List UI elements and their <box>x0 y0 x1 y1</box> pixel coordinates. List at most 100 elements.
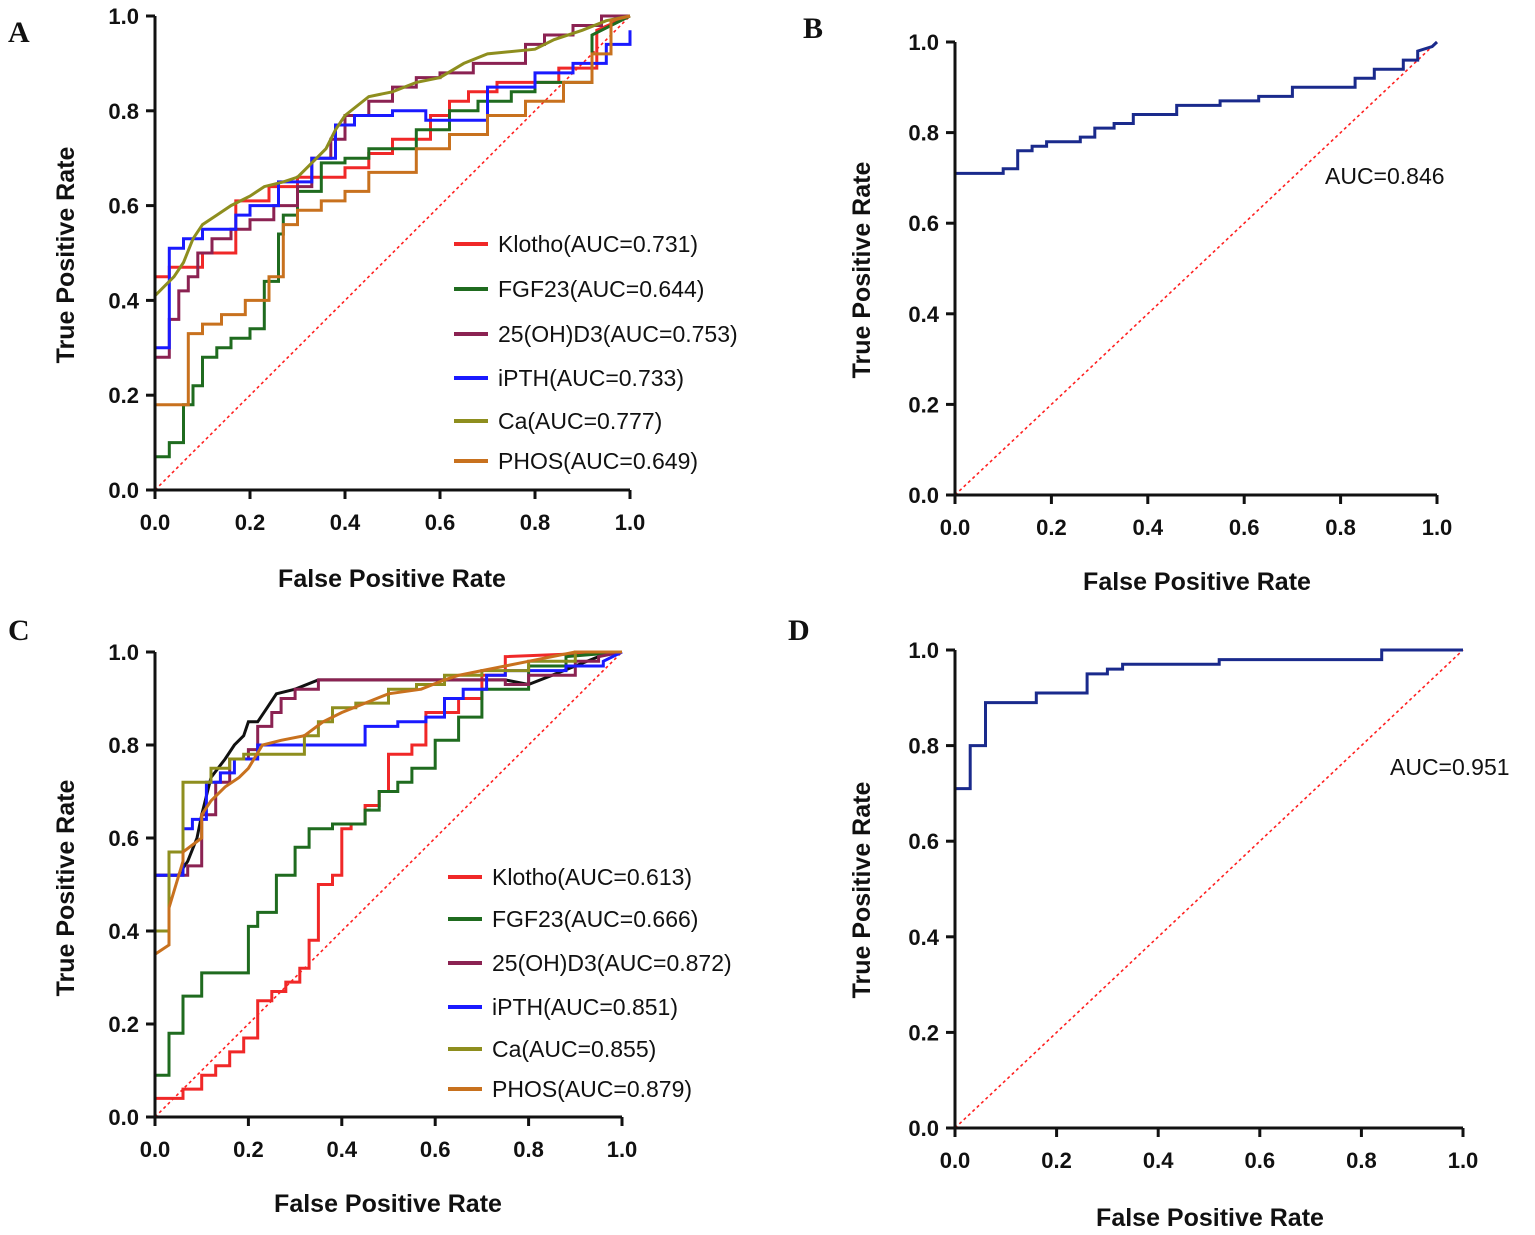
panel-a-x-tick-label: 0.4 <box>330 510 361 535</box>
panel-c-x-tick-label: 0.4 <box>327 1137 358 1162</box>
panel-c-legend-ca: Ca(AUC=0.855) <box>492 1036 656 1062</box>
panel-b-y-tick-label: 0.8 <box>908 121 939 146</box>
panel-a-y-tick-label: 0.4 <box>108 288 139 313</box>
panel-a-x-axis-title: False Positive Rate <box>278 565 506 593</box>
panel-c-series-fgf23 <box>153 650 623 1117</box>
panel-b-letter: B <box>803 12 823 45</box>
panel-c-legend: Klotho(AUC=0.613) FGF23(AUC=0.666) 25(OH… <box>448 864 732 1102</box>
panel-c-y-tick-label: 0.8 <box>108 733 139 758</box>
panel-a-series-phos <box>153 14 631 490</box>
panel-c-legend-25ohd3: 25(OH)D3(AUC=0.872) <box>492 950 732 976</box>
panel-c-x-tick-label: 0.6 <box>420 1137 451 1162</box>
panel-b-x-tick-label: 0.8 <box>1325 515 1356 540</box>
panel-a-series-fgf23 <box>153 14 631 490</box>
panel-d-x-tick-label: 0.6 <box>1245 1148 1276 1173</box>
panel-a-x-tick-label: 0.8 <box>520 510 551 535</box>
panel-a-plot: 0.00.0 0.2 0.2 0.4 0.4 0.6 0.6 0.8 0.8 1.0 1.0 <box>108 4 645 535</box>
panel-b-plot: 0.00.0 0.2 0.2 0.4 0.4 0.6 0.6 0.8 0.8 1.0 1.0 <box>908 30 1452 540</box>
panel-a-legend: Klotho(AUC=0.731) FGF23(AUC=0.644) 25(OH… <box>454 231 738 474</box>
panel-a-y-tick-label: 0.2 <box>108 383 139 408</box>
panel-a-legend-25ohd3: 25(OH)D3(AUC=0.753) <box>498 321 738 347</box>
panel-a-y-tick-label: 0.0 <box>108 478 139 503</box>
panel-b-auc-annotation: AUC=0.846 <box>1325 163 1445 189</box>
panel-d-letter: D <box>788 614 810 647</box>
panel-b-x-tick-label: 1.0 <box>1422 515 1453 540</box>
panel-c-series-ca <box>153 650 622 1117</box>
panel-d-y-tick-label: 1.0 <box>908 638 939 663</box>
panel-d-auc-annotation: AUC=0.951 <box>1390 754 1510 780</box>
panel-d-y-tick-label: 0.2 <box>908 1020 939 1045</box>
panel-b-x-tick-label: 0.0 <box>940 515 971 540</box>
panel-c-series-klotho <box>153 650 623 1117</box>
panel-b-y-tick-label: 0.4 <box>908 302 939 327</box>
panel-c-legend-fgf23: FGF23(AUC=0.666) <box>492 906 698 932</box>
panel-c-plot: 0.00.0 0.2 0.2 0.4 0.4 0.6 0.6 0.8 0.8 1.0 1.0 <box>108 640 637 1162</box>
panel-d-x-tick-label: 0.8 <box>1346 1148 1377 1173</box>
panel-d-y-tick-label: 0.0 <box>908 1116 939 1141</box>
panel-b-reference-diagonal <box>954 41 1438 496</box>
panel-c-x-tick-label: 0.0 <box>140 1137 171 1162</box>
panel-c-reference-diagonal <box>154 651 623 1118</box>
panel-d-series-roc <box>953 648 1463 1128</box>
panel-d-y-axis-title: True Positive Rate <box>848 782 876 999</box>
panel-c-y-tick-label: 0.2 <box>108 1012 139 1037</box>
panel-b-x-tick-label: 0.4 <box>1133 515 1164 540</box>
panel-b-y-tick-label: 0.2 <box>908 392 939 417</box>
panel-d-y-tick-label: 0.6 <box>908 829 939 854</box>
panel-c-series-ipth <box>153 650 623 1117</box>
panel-c-series-25 <box>153 650 623 1117</box>
panel-c-y-tick-label: 0.6 <box>108 826 139 851</box>
panel-a-legend-fgf23: FGF23(AUC=0.644) <box>498 276 704 302</box>
panel-c-legend-ipth: iPTH(AUC=0.851) <box>492 994 678 1020</box>
panel-a-letter: A <box>8 16 30 49</box>
panel-d-x-tick-label: 1.0 <box>1448 1148 1479 1173</box>
panel-c-x-tick-label: 0.8 <box>513 1137 544 1162</box>
panel-a-x-tick-label: 0.6 <box>425 510 456 535</box>
panel-a-series-ipth <box>153 30 632 490</box>
panel-d-plot: 0.00.0 0.2 0.2 0.4 0.4 0.6 0.6 0.8 0.8 1.0 1.0 <box>908 638 1478 1173</box>
panel-d-reference-diagonal <box>954 649 1464 1129</box>
panel-a-series-ca <box>153 14 631 490</box>
panel-c-y-tick-label: 1.0 <box>108 640 139 665</box>
panel-b: B 0.00.0 0.2 0.2 0.4 0.4 0.6 0.6 0.8 0.8 1.0 1.0 F… <box>803 12 1452 596</box>
panel-a-reference-diagonal <box>154 15 631 491</box>
panel-b-y-tick-label: 0.6 <box>908 211 939 236</box>
panel-a-legend-klotho: Klotho(AUC=0.731) <box>498 231 698 257</box>
panel-d: D 0.00.0 0.2 0.2 0.4 0.4 0.6 0.6 0.8 0.8 1.0 1.0 F… <box>788 614 1510 1232</box>
panel-b-x-tick-label: 0.6 <box>1229 515 1260 540</box>
panel-a-y-axis-title: True Positive Rate <box>52 147 80 364</box>
panel-b-y-axis-title: True Positive Rate <box>848 162 876 379</box>
panel-b-x-axis-title: False Positive Rate <box>1083 568 1311 596</box>
panel-a-legend-ca: Ca(AUC=0.777) <box>498 408 662 434</box>
panel-b-y-tick-label: 1.0 <box>908 30 939 55</box>
panel-c-series-phos <box>154 650 622 956</box>
panel-d-x-axis-title: False Positive Rate <box>1096 1204 1324 1232</box>
panel-b-x-tick-label: 0.2 <box>1036 515 1067 540</box>
panel-a-legend-ipth: iPTH(AUC=0.733) <box>498 365 684 391</box>
panel-c-legend-klotho: Klotho(AUC=0.613) <box>492 864 692 890</box>
panel-a-y-tick-label: 0.6 <box>108 194 139 219</box>
panel-a-y-tick-label: 0.8 <box>108 99 139 124</box>
panel-a-x-tick-label: 1.0 <box>615 510 646 535</box>
panel-c: C 0.00.0 0.2 0.2 0.4 0.4 0.6 0.6 0.8 0.8 1.0 1.0 F… <box>8 614 732 1218</box>
panel-d-x-tick-label: 0.4 <box>1143 1148 1174 1173</box>
panel-c-y-axis-title: True Positive Rate <box>52 780 80 997</box>
panel-c-x-tick-label: 1.0 <box>607 1137 638 1162</box>
panel-c-legend-phos: PHOS(AUC=0.879) <box>492 1076 692 1102</box>
panel-a-x-tick-label: 0.2 <box>235 510 266 535</box>
panel-d-y-tick-label: 0.4 <box>908 925 939 950</box>
panel-b-series-roc <box>953 40 1439 495</box>
panel-c-y-tick-label: 0.0 <box>108 1105 139 1130</box>
panel-c-x-tick-label: 0.2 <box>233 1137 264 1162</box>
panel-a: A 0.00.0 0.2 0.2 0.4 0.4 0.6 0.6 0.8 0.8 1.0 1.0 F… <box>8 4 738 593</box>
panel-a-y-tick-label: 1.0 <box>108 4 139 29</box>
panel-d-x-tick-label: 0.0 <box>940 1148 971 1173</box>
panel-a-x-tick-label: 0.0 <box>140 510 171 535</box>
panel-c-x-axis-title: False Positive Rate <box>274 1190 502 1218</box>
panel-c-letter: C <box>8 614 30 647</box>
panel-a-legend-phos: PHOS(AUC=0.649) <box>498 448 698 474</box>
panel-c-y-tick-label: 0.4 <box>108 919 139 944</box>
panel-b-y-tick-label: 0.0 <box>908 483 939 508</box>
panel-d-y-tick-label: 0.8 <box>908 734 939 759</box>
